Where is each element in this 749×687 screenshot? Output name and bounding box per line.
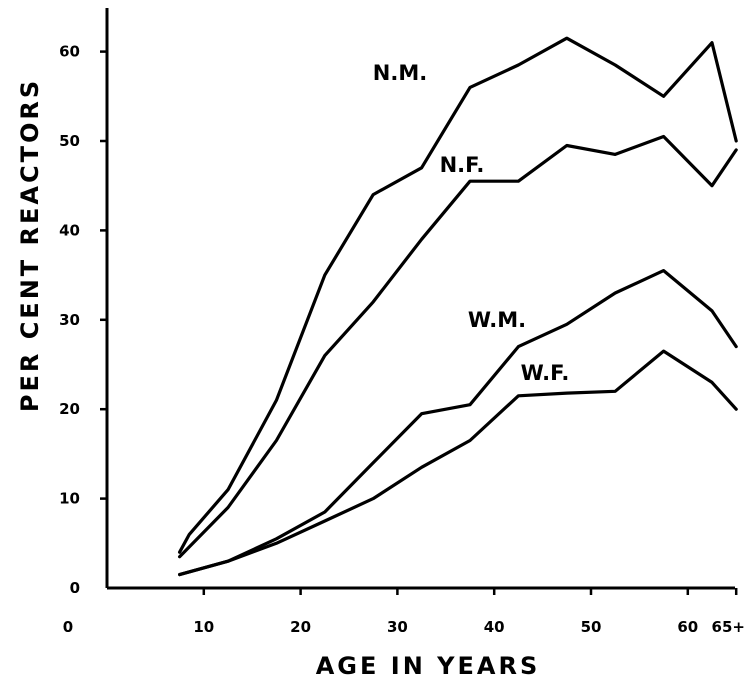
axes	[105, 8, 735, 590]
series-line-n-m	[178, 36, 738, 554]
x-tick-label: 10	[193, 618, 214, 636]
x-axis-ticks: 0 10 20 30 40 50 60 65+	[63, 588, 745, 636]
x-tick-label: 40	[484, 618, 505, 636]
series-label-w-m: W.M.	[468, 308, 526, 332]
y-tick-label: 30	[59, 311, 80, 329]
y-tick-label: 20	[59, 400, 80, 418]
y-tick-label: 50	[59, 132, 80, 150]
series-label-n-f: N.F.	[440, 153, 485, 177]
x-tick-label: 60	[677, 618, 698, 636]
series-label-n-m: N.M.	[373, 61, 427, 85]
x-tick-label: 30	[387, 618, 408, 636]
series-label-w-f: W.F.	[521, 361, 570, 385]
y-axis-title: PER CENT REACTORS	[16, 78, 44, 412]
y-tick-label: 60	[59, 43, 80, 61]
x-tick-label: 20	[290, 618, 311, 636]
y-tick-label: 40	[59, 221, 80, 239]
y-tick-label: 0	[70, 579, 80, 597]
y-axis-ticks: 0 10 20 30 40 50 60	[59, 43, 107, 597]
y-tick-label: 10	[59, 490, 80, 508]
series-line-n-f	[178, 134, 738, 559]
x-tick-label: 65+	[712, 618, 745, 636]
series-lines	[178, 36, 738, 577]
x-tick-label: 50	[581, 618, 602, 636]
x-tick-label: 0	[63, 618, 73, 636]
x-axis-title: AGE IN YEARS	[316, 652, 541, 680]
series-line-w-f	[178, 349, 738, 577]
series-labels: N.M. N.F. W.M. W.F.	[373, 61, 570, 385]
series-line-w-m	[178, 269, 738, 577]
